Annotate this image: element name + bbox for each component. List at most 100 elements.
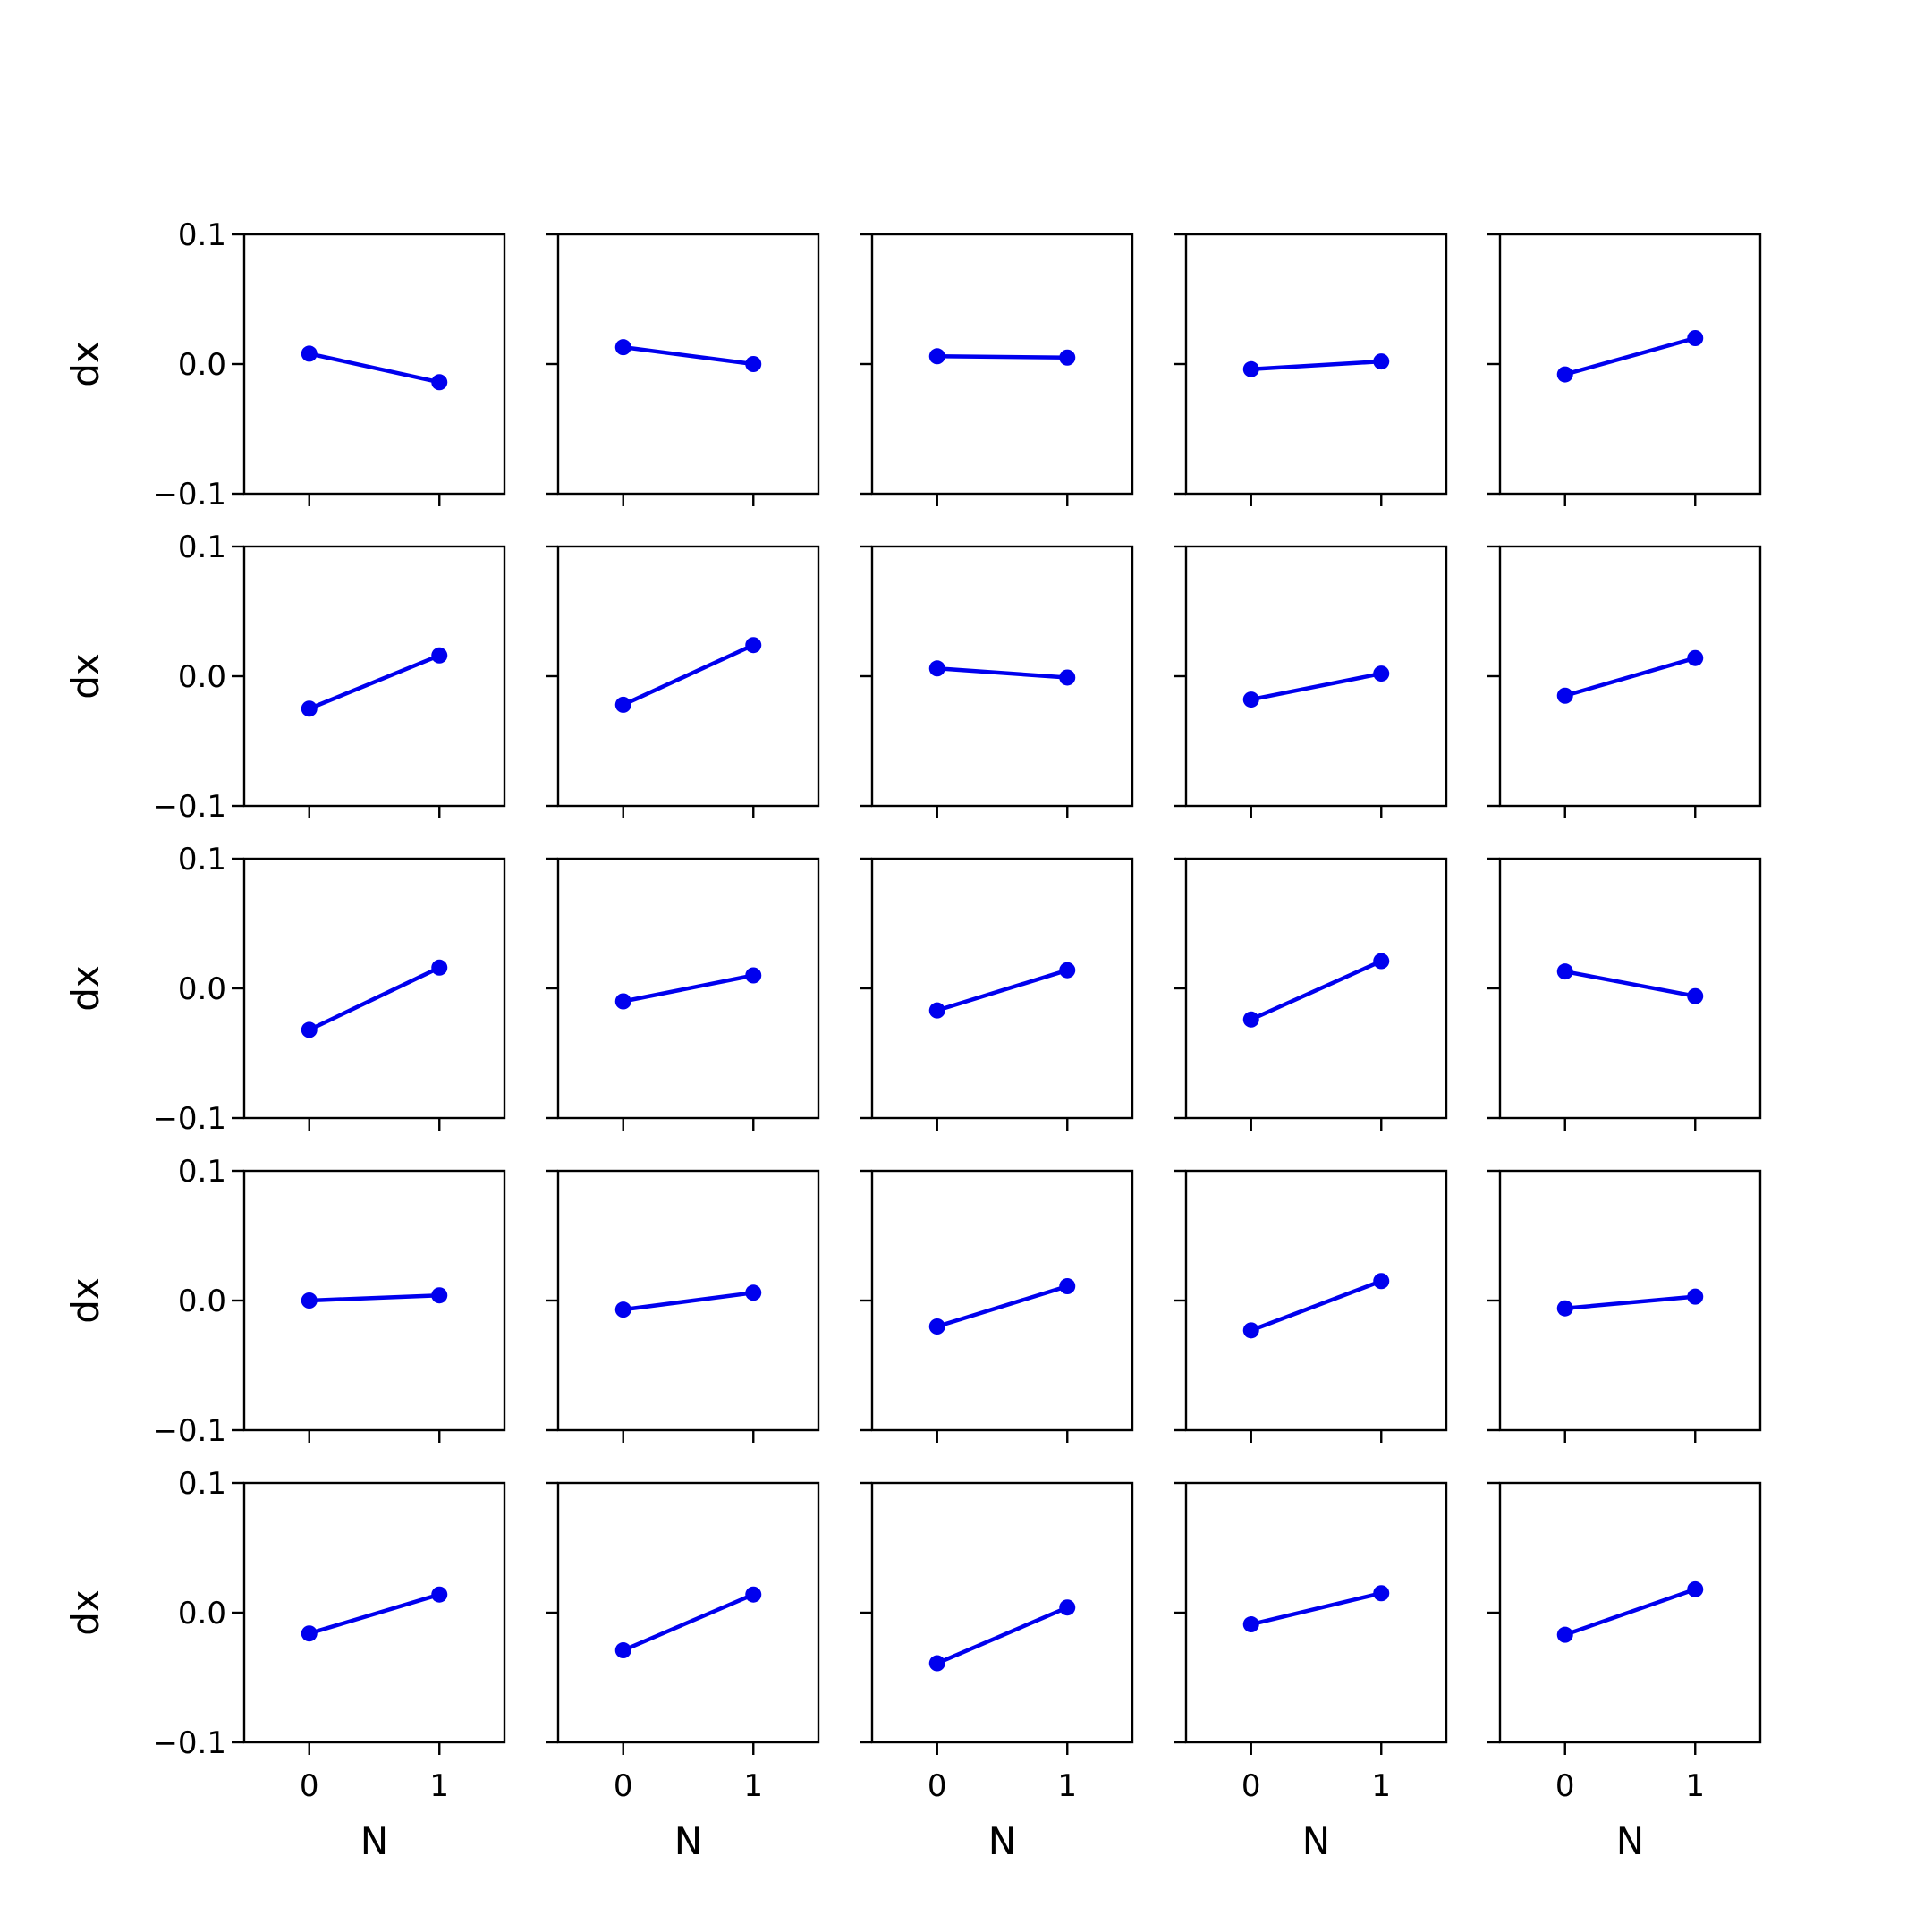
axes-frame [242,1169,506,1432]
series-line [1564,969,1696,998]
subplot [860,233,1134,506]
data-point [614,1642,631,1659]
subplot: 0 1 N [1174,1481,1448,1863]
data-point [745,356,762,372]
series-line [936,354,1068,360]
series-line [1564,656,1696,698]
x-axis-title: N [1302,1819,1330,1863]
y-tick-label: 0.1 [178,842,226,877]
data-point [1242,1011,1259,1028]
axes-frame [242,1481,506,1744]
y-tick-label: −0.1 [152,1101,226,1137]
data-point [1242,1322,1259,1339]
x-axis-title: N [988,1819,1016,1863]
axes-frame [242,545,506,808]
series-line [936,1284,1068,1329]
y-tick-label: −0.1 [152,477,226,513]
axes-frame [556,857,820,1120]
series-line [1250,1591,1382,1627]
data-point [1687,330,1704,346]
series-line [1564,1294,1696,1310]
subplot-grid: 0.10.0−0.1dx0.10.0−0.1dx0.10.0−0.1dx0.10… [64,217,1762,1863]
subplot: 0.1 0.0 −0.1 dx [64,1154,506,1449]
axes-frame [1498,1169,1762,1432]
series-line [308,965,441,1032]
x-tick-label: 0 [300,1768,319,1804]
data-point [1373,353,1390,370]
axes-frame [1184,1481,1448,1744]
axes-frame [556,233,820,496]
data-point [1556,687,1573,704]
axes-frame [1184,857,1448,1120]
data-point [301,345,318,362]
series-line [1250,359,1382,372]
series-line [1564,1587,1696,1637]
data-point [928,1318,945,1335]
data-point [745,1284,762,1301]
y-axis-title: dx [64,965,107,1012]
series-line [1564,335,1696,377]
y-tick-label: 0.0 [178,347,226,383]
axes-frame [242,233,506,496]
series-line [622,1592,755,1653]
data-point [614,993,631,1010]
subplot [860,1169,1134,1443]
data-point [1687,649,1704,666]
series-line [622,643,755,707]
data-point [301,1292,318,1309]
series-line [309,1592,440,1636]
series-line [1250,959,1383,1021]
x-tick-label: 1 [1685,1768,1705,1804]
subplot [1487,233,1762,506]
subplot: 0.1 0.0 −0.1 dx [64,842,506,1137]
data-point [1059,349,1076,366]
series-line [309,1292,440,1303]
subplot [1487,1169,1762,1443]
axes-frame [1498,857,1762,1120]
data-point [1059,962,1076,979]
y-tick-label: −0.1 [152,1725,226,1761]
data-point [1687,1288,1704,1305]
x-tick-label: 1 [1371,1768,1391,1804]
subplot: 0.1 0.0 −0.1 dx [64,217,506,513]
subplot [546,545,820,818]
x-axis-title: N [674,1819,702,1863]
x-axis-title: N [360,1819,388,1863]
axes-frame [1184,233,1448,496]
data-point [1687,1580,1704,1597]
series-line [623,973,754,1004]
y-tick-label: 0.1 [178,217,226,253]
y-tick-label: −0.1 [152,789,226,825]
y-tick-label: 0.1 [178,1466,226,1502]
series-line [623,1291,754,1312]
data-point [614,339,631,356]
data-point [928,660,945,677]
y-axis-title: dx [64,653,107,699]
axes-frame [1498,1481,1762,1744]
series-line [936,968,1068,1013]
subplot: 0 1 N [860,1481,1134,1863]
axes-frame [556,1481,820,1744]
series-line [308,653,441,711]
subplot [546,1169,820,1443]
series-line [309,352,440,385]
data-point [1059,669,1076,686]
subplot [1174,545,1448,818]
subplot [860,545,1134,818]
axes-frame [242,857,506,1120]
subplot [1174,233,1448,506]
data-point [1556,963,1573,980]
x-tick-label: 0 [614,1768,633,1804]
data-point [928,1002,945,1019]
x-tick-label: 0 [928,1768,947,1804]
data-point [1242,1616,1259,1633]
data-point [1556,1626,1573,1643]
axes-frame [1498,545,1762,808]
data-point [431,1586,448,1603]
axes-frame [870,545,1134,808]
data-point [745,967,762,984]
data-point [928,1655,945,1672]
axes-frame [1184,1169,1448,1432]
y-axis-title: dx [64,341,107,387]
